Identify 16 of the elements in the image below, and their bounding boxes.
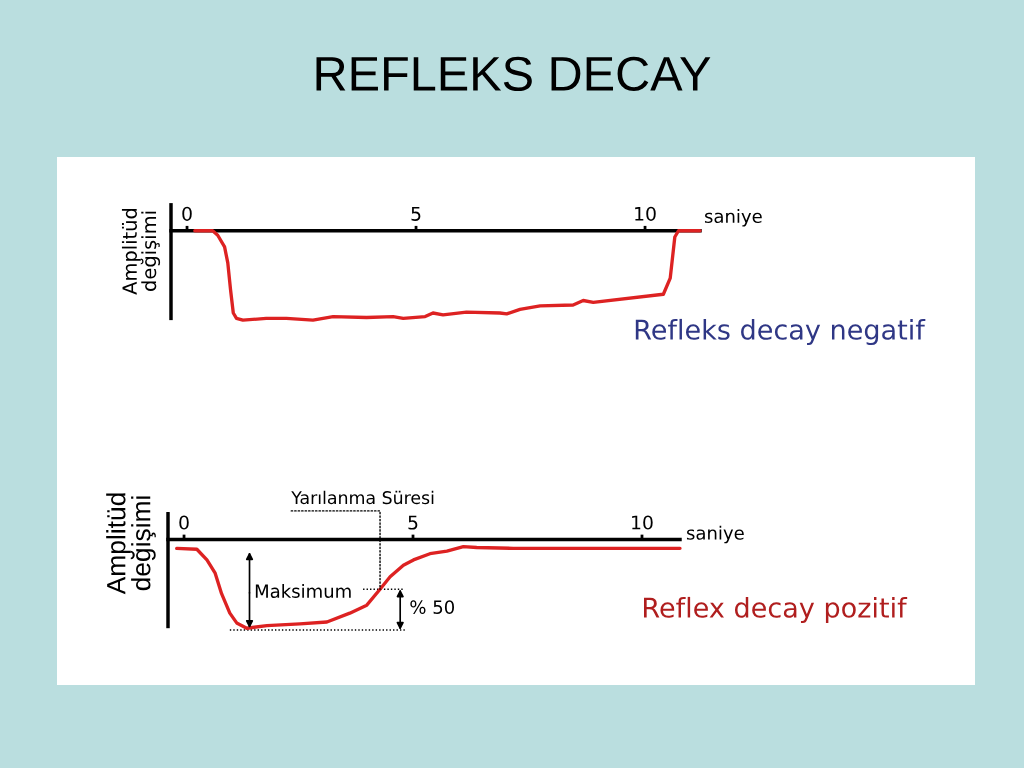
x-axis-title: saniye	[704, 209, 762, 227]
x-tick-label: 10	[632, 515, 653, 530]
x-tick-label: 5	[408, 515, 418, 530]
x-tick-label: 10	[635, 206, 656, 221]
y-axis-title: Amplitüd değişimi	[121, 208, 161, 295]
chart-title: REFLEKS DECAY	[316, 56, 711, 92]
y-axis-title: Amplitüd değişimi	[106, 493, 156, 595]
annotation: Yarılanma Süresi	[291, 490, 434, 505]
x-tick-label: 0	[179, 515, 189, 530]
text: Reflex decay pozitif	[644, 596, 908, 624]
x-tick-label: 5	[411, 206, 421, 221]
annotation: Maksimum	[255, 584, 351, 598]
x-axis-title: saniye	[686, 525, 744, 544]
text: Refleks decay negatif	[635, 318, 926, 346]
annotation: % 50	[410, 600, 455, 614]
x-tick-label: 0	[182, 206, 192, 221]
